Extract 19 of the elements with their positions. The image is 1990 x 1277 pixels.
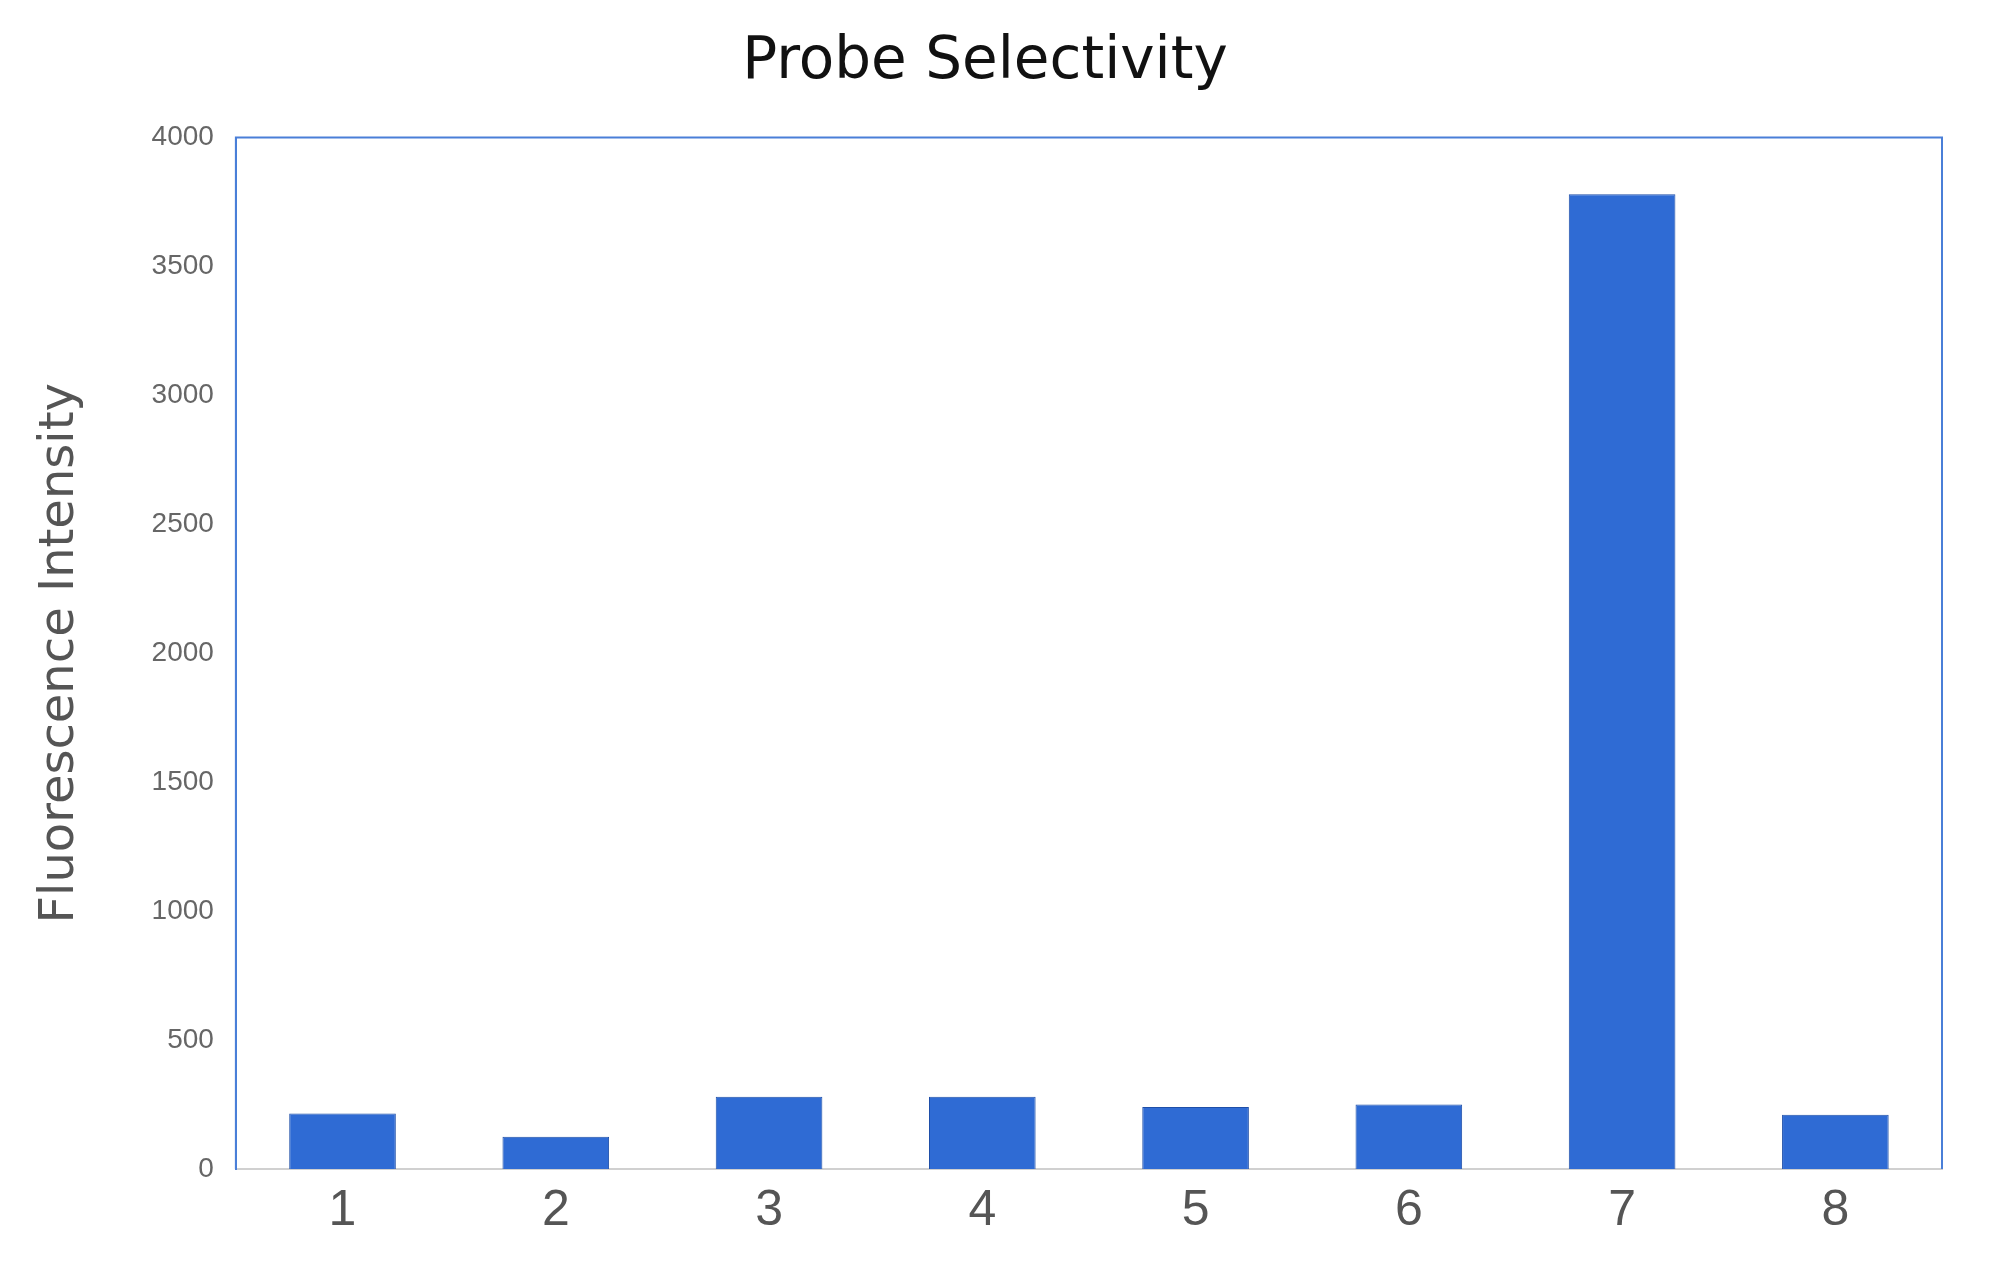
- x-tick-label: 1: [328, 1179, 357, 1236]
- y-tick-label: 1000: [151, 893, 214, 925]
- x-tick-label: 2: [541, 1179, 570, 1236]
- y-tick-label: 0: [198, 1151, 214, 1183]
- chart-title: Probe Selectivity: [742, 23, 1228, 92]
- x-tick-label: 8: [1821, 1179, 1850, 1236]
- y-tick-label: 3000: [151, 378, 214, 410]
- x-tick-label: 5: [1181, 1179, 1210, 1236]
- y-tick-label: 1500: [151, 764, 214, 796]
- y-tick-label: 500: [167, 1022, 214, 1054]
- y-tick-label: 3500: [151, 249, 214, 281]
- y-axis-title: Fluorescence Intensity: [28, 383, 85, 924]
- y-tick-label: 2000: [151, 636, 214, 668]
- x-tick-label: 4: [968, 1179, 997, 1236]
- y-tick-label: 4000: [151, 120, 214, 152]
- x-tick-label: 3: [755, 1179, 783, 1236]
- x-tick-label: 6: [1394, 1179, 1423, 1236]
- x-tick-label: 7: [1608, 1179, 1637, 1236]
- y-tick-label: 2500: [151, 507, 214, 539]
